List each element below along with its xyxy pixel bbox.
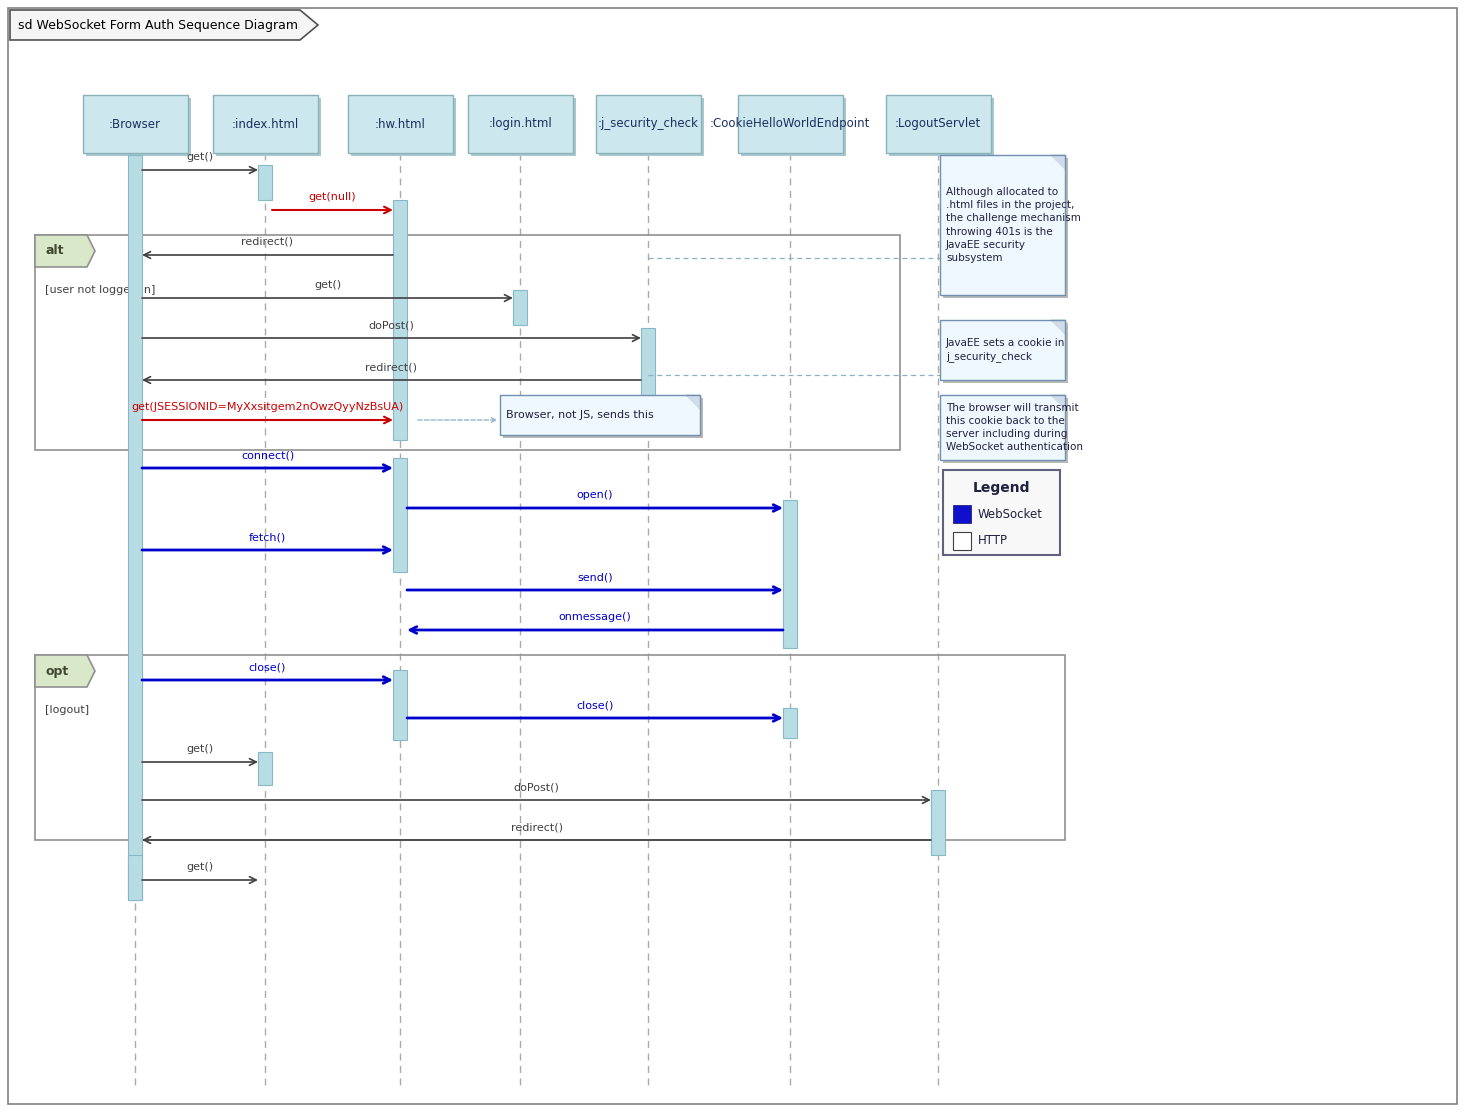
Text: opt: opt	[45, 665, 69, 677]
Text: get(): get()	[186, 152, 214, 162]
Bar	[930, 790, 945, 855]
Text: :j_security_check: :j_security_check	[598, 118, 699, 130]
Bar	[215, 98, 321, 156]
Text: doPost(): doPost()	[514, 782, 560, 792]
Text: Legend: Legend	[973, 481, 1030, 495]
Polygon shape	[35, 655, 95, 687]
Polygon shape	[10, 10, 318, 40]
Text: :login.html: :login.html	[488, 118, 552, 130]
Bar	[258, 165, 272, 200]
Bar	[35, 655, 1065, 840]
Bar	[954, 532, 971, 550]
Text: alt: alt	[45, 245, 63, 258]
Text: sd WebSocket Form Auth Sequence Diagram: sd WebSocket Form Auth Sequence Diagram	[18, 19, 297, 31]
Text: :LogoutServlet: :LogoutServlet	[895, 118, 982, 130]
Text: :CookieHelloWorldEndpoint: :CookieHelloWorldEndpoint	[711, 118, 870, 130]
Text: :Browser: :Browser	[108, 118, 161, 130]
Bar	[212, 95, 318, 153]
Bar	[782, 500, 797, 648]
Text: get(): get()	[314, 280, 341, 290]
Bar	[943, 322, 1068, 383]
Text: open(): open()	[577, 490, 614, 500]
Bar	[642, 328, 655, 405]
Text: redirect(): redirect()	[365, 363, 418, 373]
Text: [user not logged in]: [user not logged in]	[45, 285, 155, 295]
Bar	[943, 398, 1068, 463]
Bar	[885, 95, 990, 153]
Bar	[35, 235, 900, 450]
Bar	[85, 98, 190, 156]
Bar	[782, 708, 797, 738]
Text: doPost(): doPost()	[369, 320, 415, 330]
Text: :index.html: :index.html	[231, 118, 299, 130]
Bar	[393, 200, 407, 440]
Bar	[350, 98, 456, 156]
Text: HTTP: HTTP	[979, 535, 1008, 547]
Bar	[737, 95, 842, 153]
Text: connect(): connect()	[240, 450, 294, 460]
Text: Although allocated to
.html files in the project,
the challenge mechanism
throwi: Although allocated to .html files in the…	[946, 187, 1081, 264]
Text: fetch(): fetch()	[249, 532, 286, 542]
Bar	[943, 470, 1061, 555]
Text: WebSocket: WebSocket	[979, 507, 1043, 520]
Bar	[943, 158, 1068, 298]
Text: send(): send()	[577, 572, 612, 582]
Bar	[954, 505, 971, 523]
Text: get(JSESSIONID=MyXxsitgem2nOwzQyyNzBsUA): get(JSESSIONID=MyXxsitgem2nOwzQyyNzBsUA)	[132, 403, 404, 413]
Bar	[347, 95, 453, 153]
Bar	[595, 95, 700, 153]
Bar	[82, 95, 188, 153]
Bar	[258, 752, 272, 785]
Bar	[127, 155, 142, 900]
Polygon shape	[1050, 395, 1065, 409]
Polygon shape	[686, 395, 700, 409]
Bar	[393, 458, 407, 572]
Text: get(null): get(null)	[309, 192, 356, 202]
Text: The browser will transmit
this cookie back to the
server including during
WebSoc: The browser will transmit this cookie ba…	[946, 403, 1083, 453]
Polygon shape	[1050, 320, 1065, 334]
Bar	[127, 855, 142, 900]
Text: redirect(): redirect()	[510, 822, 563, 832]
Bar	[599, 98, 703, 156]
Polygon shape	[1050, 155, 1065, 169]
Text: close(): close()	[576, 699, 614, 709]
Bar	[941, 155, 1065, 295]
Text: JavaEE sets a cookie in
j_security_check: JavaEE sets a cookie in j_security_check	[946, 338, 1065, 363]
Bar	[393, 671, 407, 739]
Text: :hw.html: :hw.html	[375, 118, 425, 130]
Bar	[500, 395, 700, 435]
Bar	[740, 98, 845, 156]
Bar	[467, 95, 573, 153]
Bar	[502, 398, 703, 438]
Text: close(): close()	[249, 662, 286, 672]
Text: Browser, not JS, sends this: Browser, not JS, sends this	[505, 410, 653, 420]
Bar	[470, 98, 576, 156]
Text: get(): get()	[186, 744, 214, 754]
Bar	[888, 98, 993, 156]
Polygon shape	[35, 235, 95, 267]
Text: get(): get()	[186, 862, 214, 872]
Bar	[513, 290, 527, 325]
Text: [logout]: [logout]	[45, 705, 89, 715]
Text: redirect(): redirect()	[242, 237, 293, 247]
Bar	[941, 320, 1065, 380]
Text: onmessage(): onmessage()	[558, 612, 631, 622]
Bar	[941, 395, 1065, 460]
